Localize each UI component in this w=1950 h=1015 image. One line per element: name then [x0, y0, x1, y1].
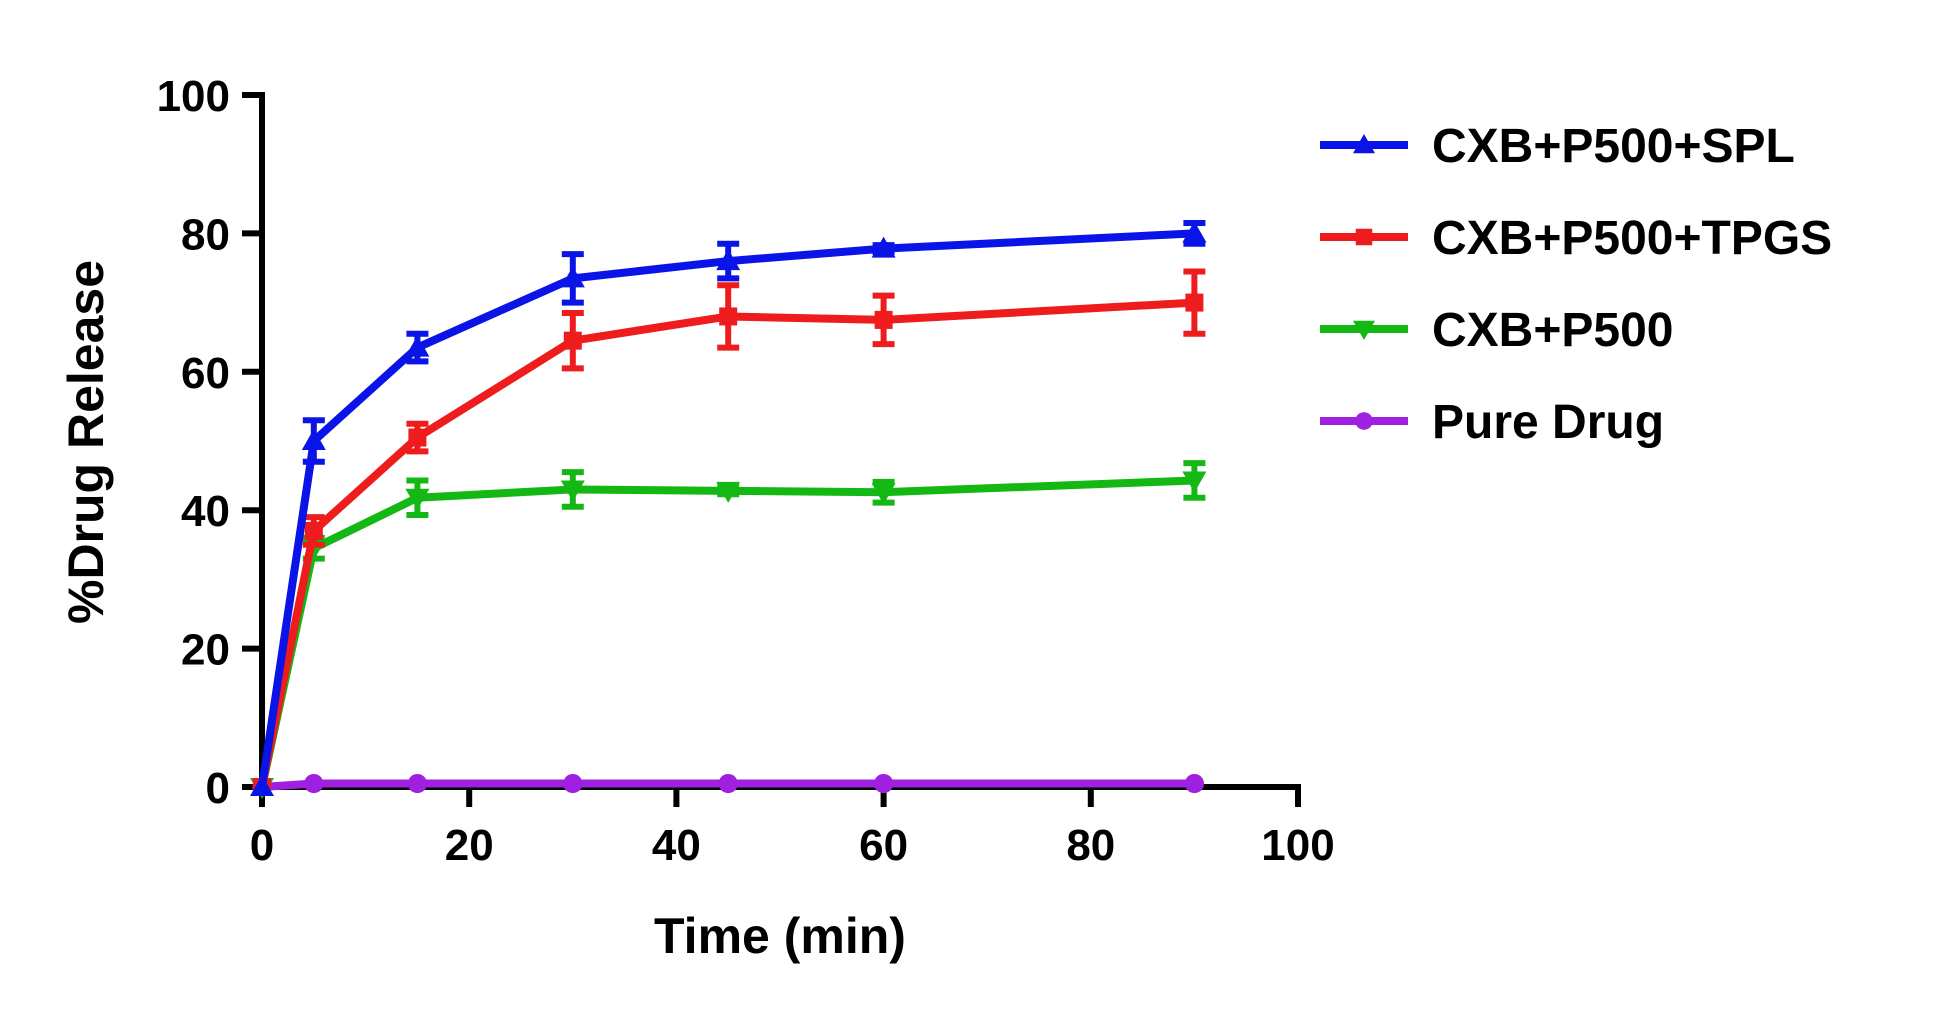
data-point [1182, 221, 1207, 243]
series-4 [252, 773, 1204, 797]
data-point [405, 335, 430, 357]
data-point [560, 266, 585, 288]
y-tick-label: 80 [181, 210, 230, 259]
data-point [718, 773, 738, 794]
series-1 [250, 220, 1207, 796]
legend-marker [1355, 228, 1373, 246]
legend-item: Pure Drug [1320, 396, 1664, 449]
x-tick-label: 0 [250, 821, 274, 870]
legend-label: CXB+P500+TPGS [1432, 212, 1832, 265]
x-axis-title: Time (min) [654, 908, 906, 964]
x-tick-label: 60 [859, 821, 908, 870]
legend-item: CXB+P500 [1320, 304, 1673, 357]
x-tick-label: 80 [1066, 821, 1115, 870]
legend-marker [1353, 134, 1375, 154]
data-point [250, 775, 274, 796]
data-point [719, 307, 738, 326]
data-point [405, 488, 430, 510]
legend-label: CXB+P500 [1432, 304, 1673, 357]
data-point [408, 428, 427, 447]
data-point [563, 331, 582, 350]
x-tick-label: 100 [1261, 821, 1334, 870]
y-tick-label: 100 [157, 72, 230, 121]
data-point [563, 773, 583, 794]
data-point [1185, 293, 1204, 312]
data-point [301, 429, 326, 450]
y-tick-label: 0 [206, 764, 230, 813]
y-axis-title: %Drug Release [58, 260, 114, 624]
data-point [716, 249, 741, 271]
x-tick-label: 40 [652, 821, 701, 870]
legend-marker [1355, 412, 1373, 430]
data-point [874, 773, 894, 794]
data-point [1182, 471, 1207, 493]
data-point [1184, 773, 1204, 794]
x-tick-label: 20 [445, 821, 494, 870]
legend-item: CXB+P500+TPGS [1320, 212, 1832, 265]
legend: CXB+P500+SPL CXB+P500+TPGS CXB+P500 Pure Dr… [1320, 120, 1832, 449]
data-point [304, 773, 324, 794]
data-point [304, 521, 323, 540]
data-point [407, 773, 427, 794]
legend-label: CXB+P500+SPL [1432, 120, 1795, 173]
series-line [258, 298, 1199, 791]
legend-item: CXB+P500+SPL [1320, 120, 1795, 173]
data-point [560, 480, 585, 502]
data-point [716, 481, 741, 503]
series-3 [250, 460, 1207, 799]
series-2 [253, 268, 1206, 796]
legend-label: Pure Drug [1432, 396, 1664, 449]
y-tick-label: 40 [181, 487, 230, 536]
y-tick-label: 60 [181, 349, 230, 398]
data-point [871, 236, 896, 258]
legend-marker [1353, 320, 1375, 340]
data-point [871, 483, 896, 505]
data-point [874, 310, 893, 329]
y-tick-label: 20 [181, 626, 230, 675]
series-line [258, 476, 1199, 791]
